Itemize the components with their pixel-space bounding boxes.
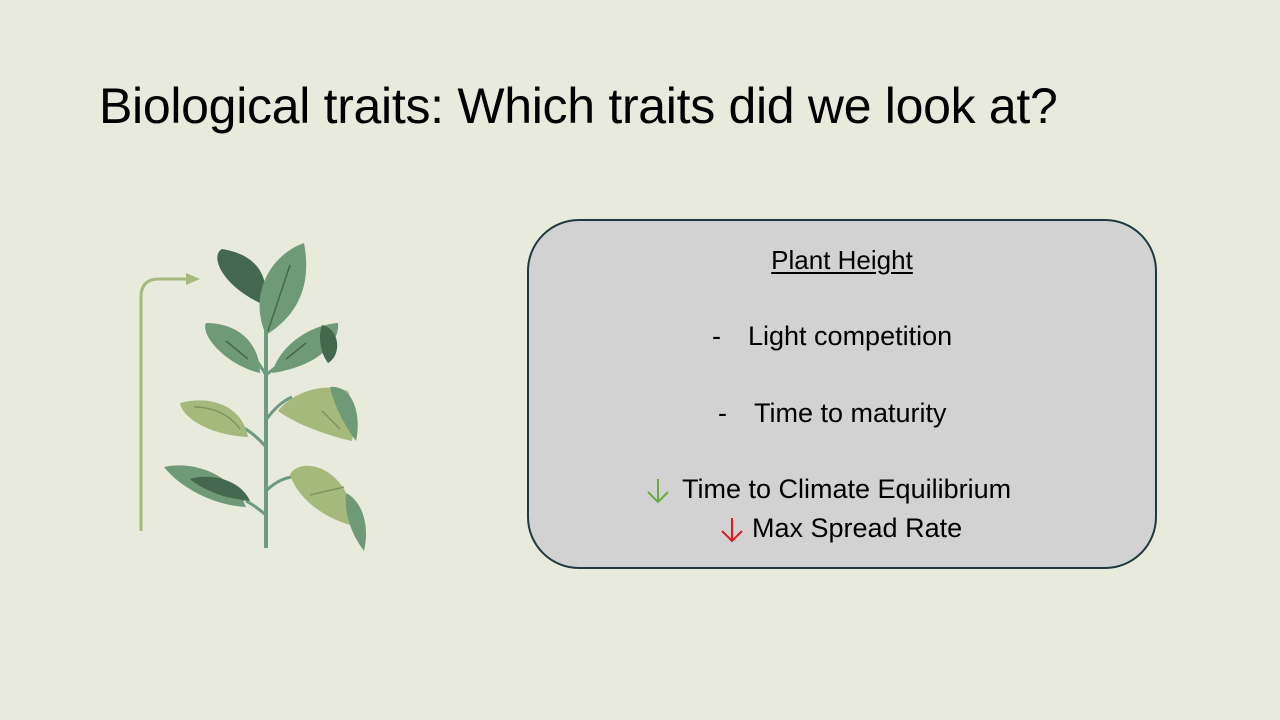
card-heading: Plant Height [771,245,913,275]
plant-illustration [130,235,380,565]
slide-title: Biological traits: Which traits did we l… [99,78,1058,134]
plant-height-card: Plant Height - Light competition - Time to… [527,219,1157,569]
bullet-marker: - [712,321,721,351]
plant-growth-icon [139,243,366,551]
bullet-text: Time to maturity [754,398,947,428]
down-arrow-green-icon [647,478,669,504]
effect-climate-equilibrium: Time to Climate Equilibrium [646,474,1011,505]
effect-max-spread-rate: Max Spread Rate [720,513,962,544]
effect-text: Max Spread Rate [752,513,963,543]
bullet-marker: - [718,398,727,428]
effect-text: Time to Climate Equilibrium [682,474,1012,504]
bullet-text: Light competition [748,321,953,351]
bullet-light-competition: - Light competition [712,321,952,352]
down-arrow-red-icon [721,517,743,543]
bullet-time-to-maturity: - Time to maturity [718,398,947,429]
